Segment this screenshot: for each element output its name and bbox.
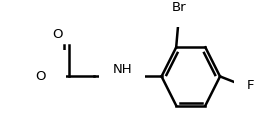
Text: Br: Br (171, 1, 186, 14)
Text: NH: NH (112, 63, 132, 76)
Text: O: O (35, 70, 46, 83)
Text: F: F (247, 79, 254, 92)
Text: O: O (52, 28, 62, 41)
